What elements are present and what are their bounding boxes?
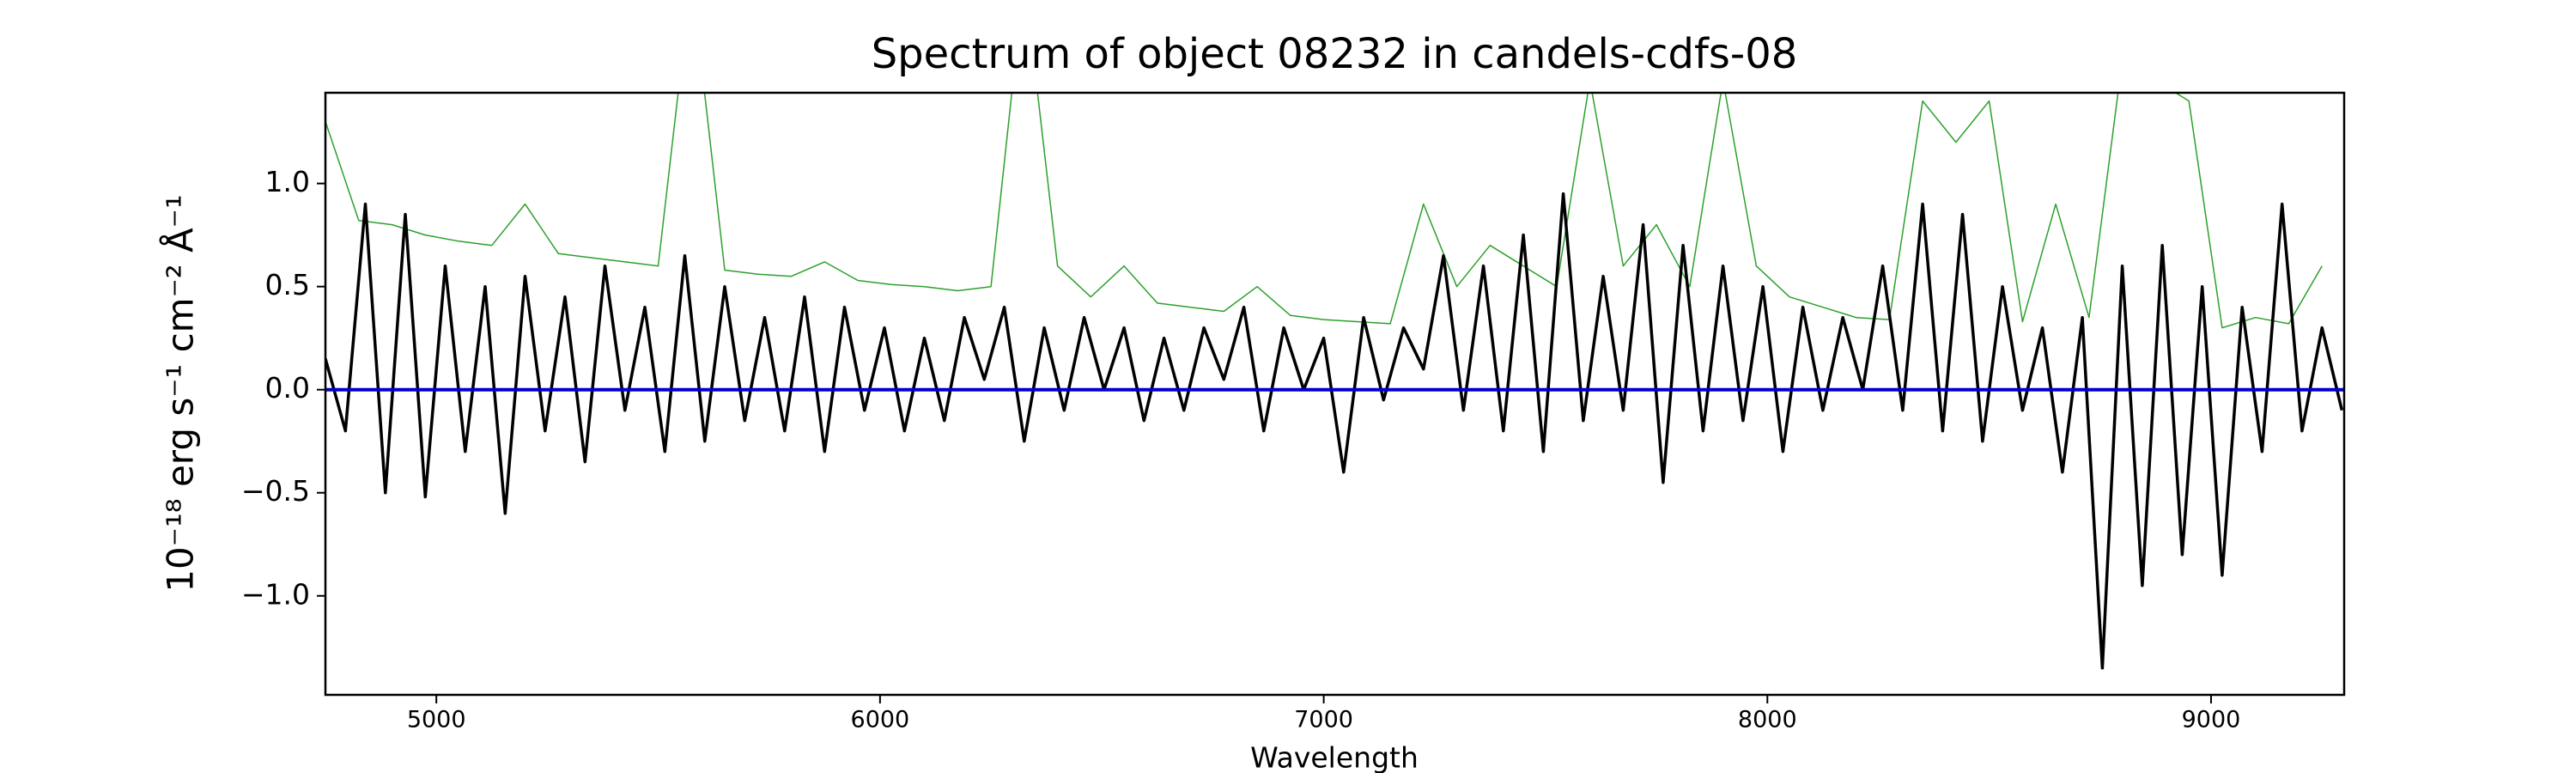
y-tick-label: 0.5 — [265, 268, 310, 301]
x-tick-label: 8000 — [1738, 707, 1797, 733]
x-axis-label: Wavelength — [1250, 741, 1419, 773]
axes-frame — [324, 91, 2346, 697]
y-axis-label: 10⁻¹⁸ erg s⁻¹ cm⁻² Å⁻¹ — [159, 194, 202, 592]
x-tick-label: 7000 — [1294, 707, 1353, 733]
plot-area — [325, 93, 2344, 670]
spectrum-line — [325, 93, 2323, 329]
spectrum-line — [325, 192, 2344, 670]
y-tick-label: 0.0 — [265, 371, 310, 405]
y-tick-label: −1.0 — [241, 577, 310, 611]
y-tick-label: 1.0 — [265, 165, 310, 198]
x-tick-label: 9000 — [2182, 707, 2241, 733]
x-tick-label: 5000 — [407, 707, 466, 733]
x-tick-label: 6000 — [851, 707, 910, 733]
chart-title: Spectrum of object 08232 in candels-cdfs… — [872, 30, 1798, 78]
y-tick-label: −0.5 — [241, 474, 310, 508]
